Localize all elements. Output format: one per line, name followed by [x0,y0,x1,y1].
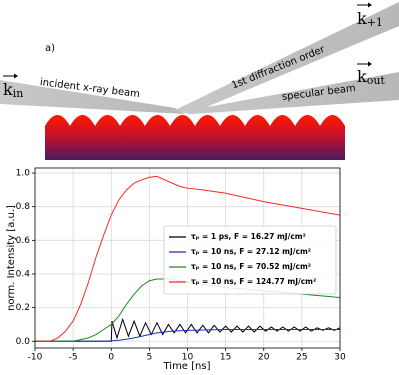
legend-label: τₚ = 10 ns, F = 27.12 mJ/cm² [191,247,311,256]
vector-symbol: k [357,9,367,28]
x-tick-label: 0 [108,353,114,363]
wave-vector: kin [3,73,23,101]
vector-symbol: k [357,67,367,86]
y-tick-label: 0.2 [16,303,30,313]
vector-subscript: in [13,87,24,100]
x-tick-label: 5 [147,353,153,363]
y-tick-label: 0.4 [16,269,31,279]
svg-text:k+1: k+1 [357,9,383,30]
svg-text:kout: kout [357,67,385,88]
vector-subscript: +1 [367,16,383,29]
diffracted-beam [175,2,399,114]
x-tick-label: -10 [28,353,43,363]
x-tick-label: 15 [220,353,231,363]
y-axis-label: norm. Intensity [a.u.] [6,205,17,311]
incident-beam [0,80,185,114]
data-line [35,329,340,342]
data-line [35,175,340,342]
legend-label: τₚ = 10 ns, F = 124.77 mJ/cm² [191,277,316,286]
x-tick-label: -5 [69,353,78,363]
y-tick-label: 1.0 [16,169,31,179]
vector-symbol: k [3,80,13,99]
legend-box [163,225,337,295]
panel-label: a) [45,43,55,54]
diagram: a) incident x-ray beam 1st diffraction o… [0,2,399,160]
y-tick-label: 0.6 [16,236,31,246]
x-axis-label: Time [ns] [162,361,210,372]
x-tick-label: 30 [334,353,346,363]
beam-label: 1st diffraction order [230,44,327,92]
y-tick-label: 0.8 [16,202,31,212]
legend-label: τₚ = 10 ns, F = 70.52 mJ/cm² [191,262,311,271]
substrate [45,115,345,160]
x-tick-label: 10 [182,353,194,363]
legend: τₚ = 1 ps, F = 16.27 mJ/cm² τₚ = 10 ns, F… [163,225,337,295]
axes-frame [34,167,341,349]
wave-vector: k+1 [357,2,383,30]
specular-beam [180,72,399,114]
svg-text:kin: kin [3,80,23,101]
wave-vector: kout [357,61,385,88]
x-tick-label: 20 [258,353,270,363]
legend-label: τₚ = 1 ps, F = 16.27 mJ/cm² [191,232,306,241]
chart: b) Time [ns] norm. Intensity [a.u.] -10-… [6,167,346,372]
y-tick-label: 0.0 [16,337,31,347]
x-tick-label: 25 [296,353,307,363]
vector-subscript: out [367,74,386,87]
